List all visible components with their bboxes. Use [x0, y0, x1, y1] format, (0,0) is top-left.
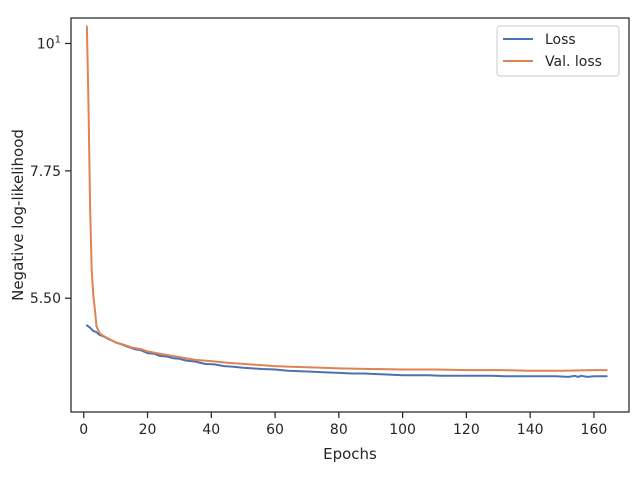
x-axis-label: Epochs: [323, 445, 377, 463]
x-tick-label: 40: [202, 422, 220, 438]
legend: Loss Val. loss: [496, 25, 620, 77]
y-tick-label: 7.75: [30, 164, 61, 180]
x-tick-label: 80: [330, 422, 348, 438]
x-tick-label: 160: [581, 422, 608, 438]
y-tick-label: 101: [37, 34, 61, 52]
x-tick-label: 60: [266, 422, 284, 438]
y-axis-label: Negative log-likelihood: [9, 129, 27, 301]
x-tick-label: 100: [389, 422, 416, 438]
x-tick-label: 140: [517, 422, 544, 438]
x-tick-label: 20: [139, 422, 157, 438]
legend-label-loss: Loss: [545, 32, 576, 48]
series-layer: [85, 25, 608, 378]
y-tick-label: 5.50: [30, 291, 61, 307]
series-line-val-loss: [85, 25, 608, 372]
x-tick-label: 120: [453, 422, 480, 438]
y-axis-ticks: 5.50 7.75 101: [30, 34, 71, 307]
x-axis-ticks: 0 20 40 60 80 100 120 140 160: [79, 412, 607, 438]
legend-label-val-loss: Val. loss: [545, 54, 602, 70]
plot-frame: [70, 17, 630, 413]
x-tick-label: 0: [79, 422, 88, 438]
